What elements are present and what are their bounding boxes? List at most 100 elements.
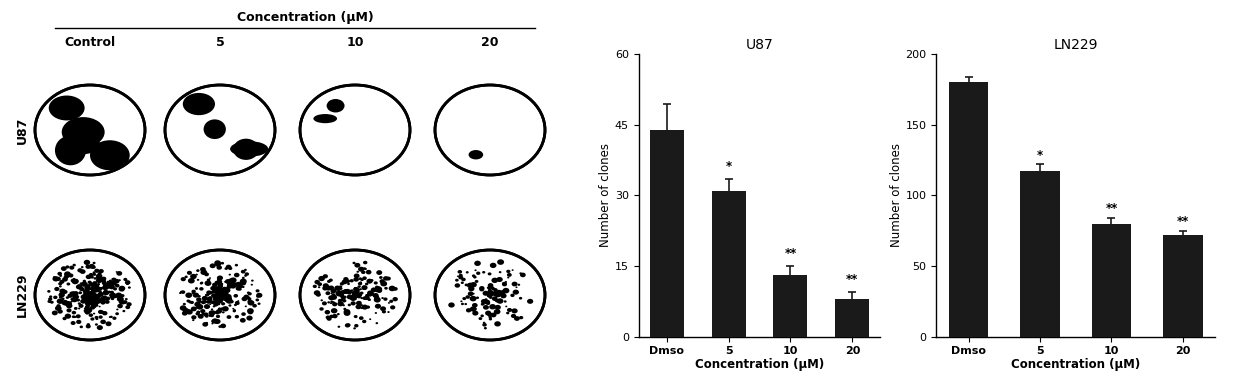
Ellipse shape [221, 302, 226, 305]
Ellipse shape [87, 323, 91, 326]
Ellipse shape [71, 279, 76, 283]
Ellipse shape [88, 294, 92, 296]
Ellipse shape [470, 296, 476, 301]
Ellipse shape [86, 292, 89, 295]
Ellipse shape [200, 267, 206, 272]
Ellipse shape [103, 279, 107, 283]
Ellipse shape [482, 323, 487, 327]
Ellipse shape [484, 306, 489, 309]
Ellipse shape [365, 295, 368, 297]
Ellipse shape [435, 250, 546, 340]
Ellipse shape [182, 311, 187, 316]
Ellipse shape [367, 279, 373, 284]
Y-axis label: Number of clones: Number of clones [599, 144, 613, 247]
Ellipse shape [212, 294, 217, 298]
Ellipse shape [195, 287, 198, 289]
Ellipse shape [100, 279, 105, 283]
Ellipse shape [337, 288, 341, 291]
Ellipse shape [487, 289, 491, 291]
Ellipse shape [474, 261, 481, 266]
Ellipse shape [94, 298, 102, 303]
Ellipse shape [206, 301, 210, 303]
Ellipse shape [47, 300, 51, 303]
Ellipse shape [358, 277, 362, 280]
Ellipse shape [215, 319, 221, 324]
Ellipse shape [352, 294, 355, 296]
Ellipse shape [76, 320, 82, 324]
Ellipse shape [352, 293, 356, 297]
Ellipse shape [231, 141, 268, 157]
Ellipse shape [351, 289, 353, 291]
Ellipse shape [197, 314, 203, 319]
Ellipse shape [242, 312, 246, 316]
Ellipse shape [482, 271, 485, 274]
Ellipse shape [93, 305, 97, 308]
Ellipse shape [83, 295, 87, 298]
Ellipse shape [87, 295, 91, 298]
Ellipse shape [233, 294, 238, 298]
Ellipse shape [67, 308, 72, 312]
Ellipse shape [363, 267, 366, 270]
Ellipse shape [126, 302, 131, 307]
Ellipse shape [491, 287, 496, 291]
Ellipse shape [78, 308, 81, 309]
Ellipse shape [208, 300, 212, 303]
Ellipse shape [35, 85, 145, 175]
Ellipse shape [191, 289, 196, 293]
Ellipse shape [346, 324, 351, 327]
Ellipse shape [355, 290, 360, 294]
Ellipse shape [52, 276, 60, 281]
Ellipse shape [123, 278, 128, 281]
Ellipse shape [200, 282, 202, 284]
Ellipse shape [201, 300, 206, 304]
Ellipse shape [88, 313, 93, 317]
Ellipse shape [115, 312, 119, 315]
Ellipse shape [93, 271, 95, 274]
Ellipse shape [352, 262, 356, 264]
Ellipse shape [62, 317, 67, 320]
Ellipse shape [211, 286, 216, 291]
Ellipse shape [215, 292, 219, 295]
Ellipse shape [84, 285, 91, 290]
Ellipse shape [362, 276, 367, 280]
Ellipse shape [361, 278, 363, 281]
Ellipse shape [223, 289, 226, 291]
Ellipse shape [113, 317, 117, 320]
Ellipse shape [234, 264, 238, 267]
Ellipse shape [479, 286, 485, 290]
Ellipse shape [322, 301, 327, 305]
Ellipse shape [485, 298, 487, 301]
Text: 5: 5 [216, 36, 224, 48]
Ellipse shape [233, 139, 259, 160]
Ellipse shape [86, 293, 88, 295]
Ellipse shape [218, 276, 223, 279]
Ellipse shape [221, 297, 223, 300]
Ellipse shape [100, 299, 103, 302]
Ellipse shape [102, 285, 109, 290]
Ellipse shape [216, 309, 222, 313]
Ellipse shape [357, 285, 361, 288]
Ellipse shape [93, 305, 95, 307]
Ellipse shape [215, 290, 219, 295]
Ellipse shape [222, 294, 224, 296]
Ellipse shape [188, 278, 195, 284]
Bar [1091, 224, 1131, 337]
Ellipse shape [487, 314, 491, 317]
Ellipse shape [76, 284, 82, 289]
Ellipse shape [215, 295, 219, 300]
Ellipse shape [339, 287, 342, 290]
Ellipse shape [216, 315, 221, 318]
Ellipse shape [95, 275, 102, 280]
Ellipse shape [490, 263, 496, 268]
Ellipse shape [342, 279, 347, 284]
Ellipse shape [103, 290, 109, 295]
Ellipse shape [72, 292, 78, 297]
Ellipse shape [91, 290, 95, 294]
Ellipse shape [192, 293, 200, 298]
Ellipse shape [88, 294, 91, 296]
Ellipse shape [205, 281, 212, 286]
Ellipse shape [316, 293, 321, 297]
X-axis label: Concentration (μM): Concentration (μM) [694, 358, 825, 371]
Ellipse shape [342, 289, 348, 294]
Ellipse shape [88, 295, 94, 300]
